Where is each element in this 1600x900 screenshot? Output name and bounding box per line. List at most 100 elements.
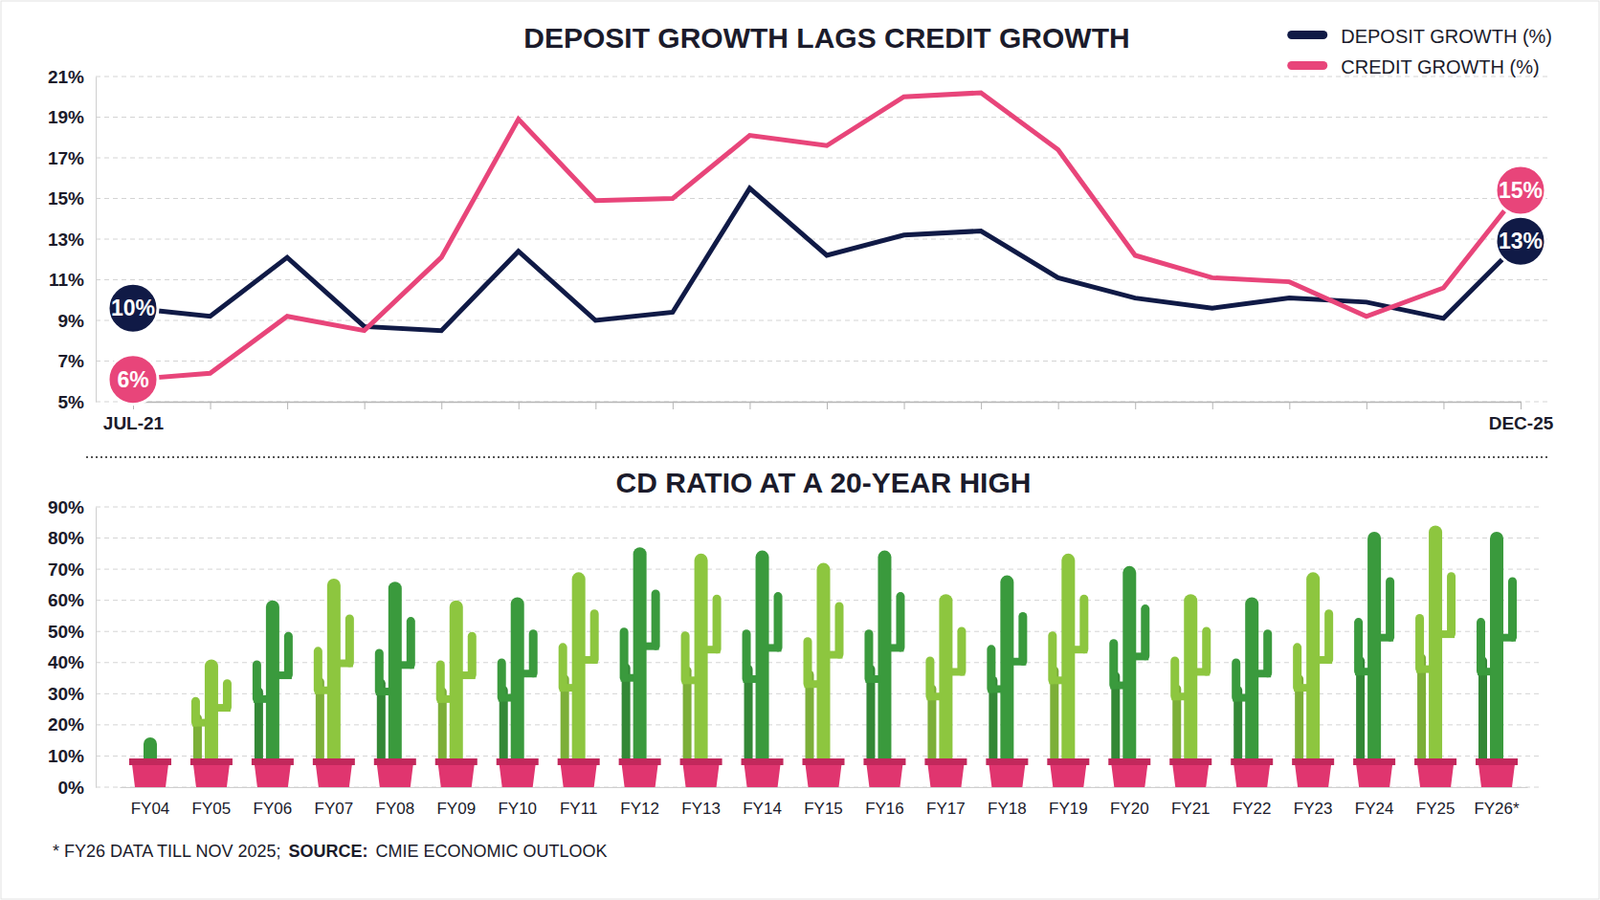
cactus-stem [755,551,770,784]
cactus-pot-rim [1475,758,1518,766]
page: DEPOSIT GROWTH LAGS CREDIT GROWTH5%7%9%1… [0,0,1600,900]
x-tick: DEC-25 [1488,401,1555,434]
x-tick-label: FY07 [314,800,355,819]
chart-title: CD RATIO AT A 20-YEAR HIGH [616,466,1032,499]
cactus-arm [375,648,384,696]
cactus-pot [1417,764,1454,788]
cactus-pot-rim [374,758,417,766]
cactus-arm [406,617,416,669]
separator [86,456,1551,459]
legend: DEPOSIT GROWTH (%)CREDIT GROWTH (%) [1287,25,1553,78]
source-text: CMIE ECONOMIC OUTLOOK [375,842,607,862]
label-badge [108,283,158,334]
x-tick-mark [1366,401,1368,410]
x-tick-label: FY14 [742,800,782,819]
x-tick [1288,401,1290,410]
x-tick-label: FY08 [375,800,415,819]
x-tick [1366,401,1368,410]
cactus-arm [1170,656,1179,701]
y-tick-label: 70% [47,559,85,580]
legend-label: CREDIT GROWTH (%) [1340,56,1539,78]
x-tick [980,401,982,410]
cactus-pot-rim [924,758,967,766]
x-tick-mark [749,401,751,410]
data-label: 6% [116,367,149,393]
x-tick: FY18 [987,787,1027,819]
y-tick: 21% [47,66,96,88]
bar [1230,597,1273,788]
bar [1108,566,1151,788]
cactus-arm [436,660,445,703]
y-tick: 7% [58,351,96,372]
bar [924,594,967,788]
cactus-arm [742,629,752,684]
y-tick: 40% [47,652,96,673]
cactus-arm [252,660,262,703]
x-tick [1058,401,1060,410]
cactus-pot-rim [312,758,356,766]
y-tick-label: 17% [47,148,85,169]
cactus-stem [1122,566,1136,784]
cactus-pot-rim [496,758,539,766]
cactus-pot [1294,764,1332,788]
cactus-pot-rim [435,758,478,766]
cactus-pot-rim [557,758,600,766]
label-badge [1495,216,1546,267]
y-tick-label: 40% [47,652,85,673]
cactus-stem [1061,554,1075,784]
grid-line [95,401,1551,403]
cactus-pot-rim [1353,758,1396,766]
cactus-stem [1367,532,1381,784]
x-tick-label: FY23 [1293,800,1334,819]
data-labels: 10%13%6%15% [108,165,1546,405]
x-tick-label: FY20 [1110,800,1150,819]
x-tick-mark [518,401,520,410]
x-axis: JUL-21DEC-25 [103,401,1555,434]
x-tick-label: FY25 [1416,800,1456,819]
cactus-pot [1111,764,1148,788]
y-tick: 13% [47,229,96,250]
cactus-pot-rim [680,758,723,766]
x-tick: FY10 [497,787,537,819]
x-tick [1212,401,1214,410]
cactus-stem [1244,597,1259,784]
y-tick: 30% [47,684,96,705]
y-tick: 9% [58,311,96,332]
cactus-arm [1292,643,1302,692]
bar [251,600,294,788]
x-tick-label: FY16 [865,800,905,819]
x-tick: FY11 [559,787,598,819]
cactus-arm [1324,609,1334,665]
cactus-pot [315,764,353,788]
y-tick: 50% [47,622,96,643]
x-tick: FY15 [803,787,844,819]
bar [1169,594,1212,788]
y-tick-label: 50% [47,622,85,643]
bar [619,547,662,788]
y-tick-label: 13% [47,229,85,250]
label-badge [108,355,158,405]
cactus-pot-rim [802,758,845,766]
cactus-pot [988,764,1025,788]
cactus-arm [558,643,568,692]
cactus-pot [499,764,536,788]
bar [435,600,478,788]
bar [374,581,417,788]
cactus-arm [986,644,996,693]
x-tick-label: FY11 [559,800,598,819]
legend-item: CREDIT GROWTH (%) [1287,56,1539,78]
x-tick-mark [672,401,674,410]
x-tick: FY19 [1048,787,1089,819]
x-tick-label: FY18 [987,800,1027,819]
x-tick-label: DEC-25 [1488,413,1555,434]
data-label: 15% [1498,177,1543,203]
cactus-pot [1233,764,1270,788]
data-label: 10% [111,295,156,321]
cactus-arm [529,629,538,678]
cactus-arm [284,632,293,680]
cactus-pot [1478,764,1515,788]
cactus-arm [895,592,905,652]
y-tick: 17% [47,148,96,169]
x-tick-label: FY22 [1232,800,1272,819]
cactus-pot-rim [1046,758,1089,766]
